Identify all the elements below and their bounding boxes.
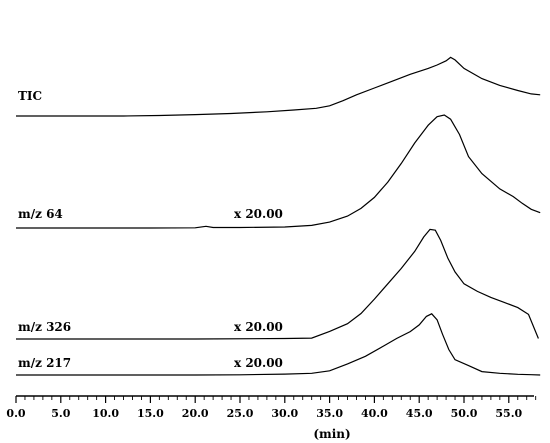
trace-line-mz326 (16, 228, 539, 340)
x-tick-label: 55.0 (495, 407, 522, 420)
trace-label-mz326: m/z 326 (18, 320, 71, 334)
scale-label-mz326: x 20.00 (234, 320, 283, 334)
x-tick-label: 5.0 (51, 407, 70, 420)
x-axis-ticks: 0.0 5.0 10.0 15.0 20.0 25.0 30.0 35.0 40.0 45.0 50… (6, 396, 537, 420)
scale-label-mz64: x 20.00 (234, 207, 283, 221)
trace-label-group: TIC m/z 64 x 20.00 m/z 326 x 20.00 m/z 2… (18, 89, 283, 370)
x-tick-label: 45.0 (406, 407, 433, 420)
x-tick-label: 15.0 (137, 407, 164, 420)
x-tick-label: 35.0 (316, 407, 343, 420)
x-axis-label: (min) (313, 427, 350, 441)
x-tick-label: 0.0 (6, 407, 25, 420)
trace-group (16, 56, 541, 376)
x-tick-label: 20.0 (182, 407, 209, 420)
x-tick-label: 10.0 (92, 407, 119, 420)
x-tick-label: 40.0 (361, 407, 388, 420)
scale-label-mz217: x 20.00 (234, 356, 283, 370)
x-tick-label: 25.0 (227, 407, 254, 420)
x-tick-label: 30.0 (271, 407, 298, 420)
trace-label-mz217: m/z 217 (18, 356, 71, 370)
trace-line-tic (16, 56, 541, 117)
trace-line-mz64 (16, 114, 541, 229)
x-tick-label: 50.0 (451, 407, 478, 420)
trace-label-mz64: m/z 64 (18, 207, 63, 221)
trace-line-mz217 (16, 313, 541, 376)
trace-label-tic: TIC (18, 89, 42, 103)
